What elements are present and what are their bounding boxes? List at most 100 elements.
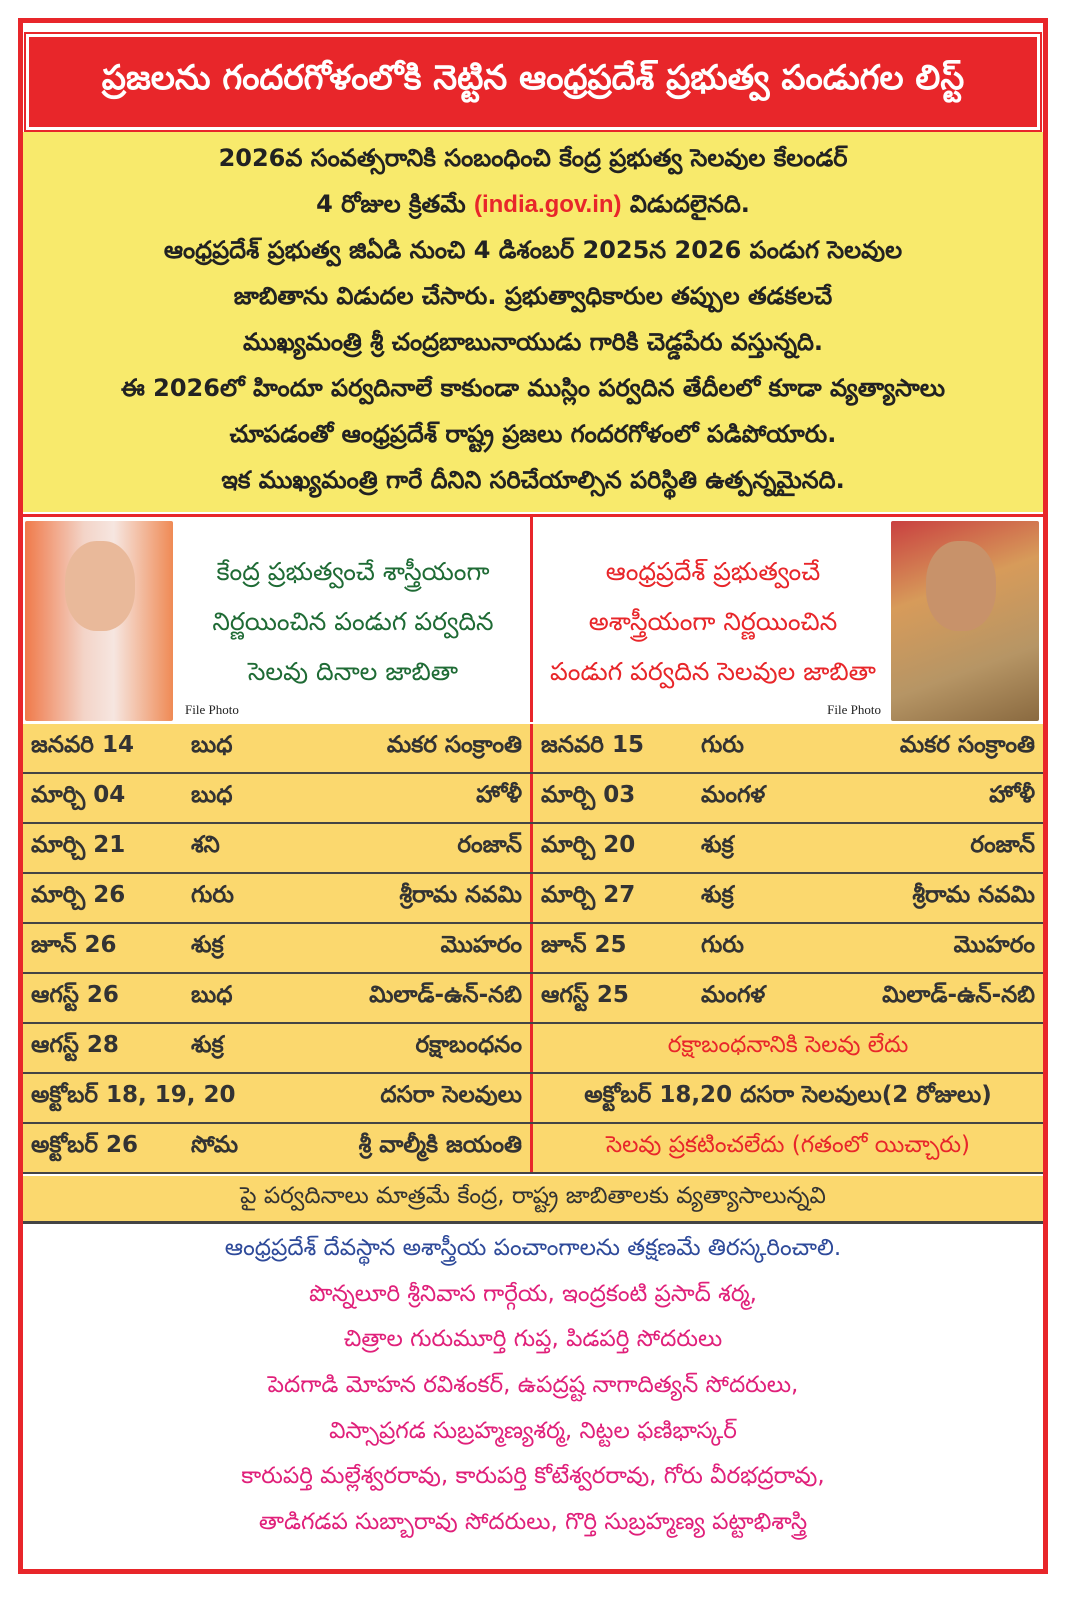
- page-title: ప్రజలను గందరగోళంలోకి నెట్టిన ఆంధ్రప్రదేశ…: [24, 32, 1042, 132]
- intro-line: ముఖ్యమంత్రి శ్రీ చంద్రబాబునాయుడు గారికి …: [242, 328, 824, 356]
- intro-line: ఇక ముఖ్యమంత్రి గారే దీనిని సరిచేయాల్సిన …: [221, 466, 845, 494]
- holiday-date: అక్టోబర్ 18, 19, 20: [31, 1082, 236, 1108]
- right-cell: ఆగస్ట్ 25 మంగళ మిలాడ్-ఉన్-నబి: [533, 974, 1043, 1022]
- holiday-day: శుక్ర: [191, 1032, 224, 1058]
- holiday-name: దసరా సెలవులు: [380, 1082, 522, 1108]
- photo-caption: File Photo: [185, 702, 239, 717]
- heading-line: సెలవు దినాల జాబితా: [247, 657, 459, 686]
- holiday-date: జనవరి 14: [31, 732, 134, 758]
- holiday-day: శని: [191, 832, 220, 858]
- heading-line: కేంద్ర ప్రభుత్వంచే శాస్త్రీయంగా: [216, 557, 490, 586]
- names-line: విస్సాప్రగడ సుబ్రహ్మణ్యశర్మ, నిట్టల ఫణిభ…: [329, 1417, 737, 1444]
- holiday-date: మార్చి 03: [541, 782, 636, 808]
- table-row: మార్చి 04 బుధ హోళీ మార్చి 03 మంగళ హోళీ: [23, 774, 1043, 824]
- holiday-day: శుక్ర: [701, 882, 734, 908]
- heading-line: నిర్ణయించిన పండుగ పర్వదిన: [212, 607, 494, 636]
- holiday-day: గురు: [701, 732, 744, 758]
- holiday-name: శ్రీరామ నవమి: [912, 882, 1035, 908]
- left-cell: జూన్ 26 శుక్ర మొహరం: [23, 924, 533, 972]
- table-row: ఆగస్ట్ 26 బుధ మిలాడ్-ఉన్-నబి ఆగస్ట్ 25 మంగళ మ…: [23, 974, 1043, 1024]
- holiday-name: రంజాన్: [970, 832, 1035, 858]
- right-cell: రక్షాబంధనానికి సెలవు లేదు: [667, 1032, 909, 1058]
- holiday-date: మార్చి 04: [31, 782, 126, 808]
- comparison-header: File Photo కేంద్ర ప్రభుత్వంచే శాస్త్రీయం…: [23, 514, 1043, 722]
- holiday-day: శుక్ర: [701, 832, 734, 858]
- holiday-name: రక్షాబంధనం: [415, 1032, 522, 1058]
- holiday-name: హోళీ: [989, 782, 1035, 808]
- holiday-name: మొహరం: [440, 932, 522, 958]
- holiday-day: బుధ: [191, 982, 233, 1008]
- left-cell: అక్టోబర్ 26 సోమ శ్రీ వాల్మీకి జయంతి: [23, 1124, 533, 1172]
- intro-line: ఈ 2026లో హిందూ పర్వదినాలే కాకుండా ముస్లి…: [120, 374, 946, 402]
- holiday-date: మార్చి 27: [541, 882, 636, 908]
- names-line: పెదగాడి మోహన రవిశంకర్, ఉపద్రష్ట నాగాదిత్…: [267, 1371, 799, 1398]
- central-leader-photo: [25, 521, 173, 721]
- holiday-name: శ్రీ వాల్మీకి జయంతి: [358, 1132, 522, 1158]
- state-panel: ఆంధ్రప్రదేశ్ ప్రభుత్వంచే అశాస్త్రీయంగా న…: [533, 517, 1043, 722]
- page-border: [18, 18, 1048, 1574]
- left-cell: మార్చి 04 బుధ హోళీ: [23, 774, 533, 822]
- photo-caption: File Photo: [827, 702, 881, 717]
- holiday-day: గురు: [191, 882, 234, 908]
- right-cell: అక్టోబర్ 18,20 దసరా సెలవులు(2 రోజులు): [584, 1082, 992, 1108]
- astrologers-section: ఆంధ్రప్రదేశ్ దేవస్థాన అశాస్త్రీయ పంచాంగా…: [23, 1228, 1043, 1548]
- holiday-name: మొహరం: [953, 932, 1035, 958]
- intro-text: విడుదలైనది.: [629, 190, 750, 218]
- intro-line: చూపడంతో ఆంధ్రప్రదేశ్ రాష్ట్ర ప్రజలు గందర…: [229, 420, 837, 448]
- intro-box: 2026వ సంవత్సరానికి సంబంధించి కేంద్ర ప్రభ…: [23, 132, 1043, 512]
- holiday-day: బుధ: [191, 782, 233, 808]
- holiday-name: మిలాడ్-ఉన్-నబి: [369, 982, 522, 1008]
- names-line: పొన్నలూరి శ్రీనివాస గార్గేయ, ఇంద్రకంటి ప…: [309, 1280, 757, 1307]
- left-cell: అక్టోబర్ 18, 19, 20 దసరా సెలవులు: [23, 1074, 533, 1122]
- holiday-date: ఆగస్ట్ 28: [31, 1032, 119, 1058]
- heading-line: ఆంధ్రప్రదేశ్ ప్రభుత్వంచే: [605, 557, 821, 586]
- holiday-day: బుధ: [191, 732, 233, 758]
- holiday-name: హోళీ: [476, 782, 522, 808]
- intro-line: 2026వ సంవత్సరానికి సంబంధించి కేంద్ర ప్రభ…: [218, 144, 848, 172]
- holiday-date: జూన్ 26: [31, 932, 117, 958]
- holiday-date: మార్చి 20: [541, 832, 636, 858]
- right-cell: మార్చి 20 శుక్ర రంజాన్: [533, 824, 1043, 872]
- holiday-name: మిలాడ్-ఉన్-నబి: [882, 982, 1035, 1008]
- holiday-name: మకర సంక్రాంతి: [386, 732, 522, 758]
- table-row: అక్టోబర్ 18, 19, 20 దసరా సెలవులు అక్టోబర్ …: [23, 1074, 1043, 1124]
- summary-row: పై పర్వదినాలు మాత్రమే కేంద్ర, రాష్ట్ర జా…: [23, 1176, 1043, 1224]
- appeal-line: ఆంధ్రప్రదేశ్ దేవస్థాన అశాస్త్రీయ పంచాంగా…: [224, 1234, 842, 1261]
- names-line: తాడిగడప సుబ్బారావు సోదరులు, గొర్తి సుబ్ర…: [258, 1509, 808, 1536]
- left-cell: ఆగస్ట్ 28 శుక్ర రక్షాబంధనం: [23, 1024, 533, 1072]
- table-row: ఆగస్ట్ 28 శుక్ర రక్షాబంధనం రక్షాబంధనానికి స…: [23, 1024, 1043, 1074]
- heading-line: పండుగ పర్వదిన సెలవుల జాబితా: [550, 657, 876, 686]
- table-row: జూన్ 26 శుక్ర మొహరం జూన్ 25 గురు మొహరం: [23, 924, 1043, 974]
- holiday-name: రంజాన్: [457, 832, 522, 858]
- india-gov-link: (india.gov.in): [473, 191, 622, 218]
- holiday-name: మకర సంక్రాంతి: [899, 732, 1035, 758]
- right-cell: జూన్ 25 గురు మొహరం: [533, 924, 1043, 972]
- intro-line: 4 రోజుల క్రితమే (india.gov.in) విడుదలైనద…: [316, 190, 750, 224]
- right-cell: మార్చి 03 మంగళ హోళీ: [533, 774, 1043, 822]
- state-leader-photo: [891, 521, 1039, 721]
- left-cell: మార్చి 26 గురు శ్రీరామ నవమి: [23, 874, 533, 922]
- holiday-date: ఆగస్ట్ 25: [541, 982, 629, 1008]
- holiday-date: మార్చి 26: [31, 882, 126, 908]
- holiday-date: ఆగస్ట్ 26: [31, 982, 119, 1008]
- holiday-date: మార్చి 21: [31, 832, 126, 858]
- table-row: మార్చి 26 గురు శ్రీరామ నవమి మార్చి 27 శుక్ర శ…: [23, 874, 1043, 924]
- intro-line: జాబితాను విడుదల చేసారు. ప్రభుత్వాధికారుల…: [233, 282, 833, 310]
- holiday-day: సోమ: [191, 1132, 239, 1158]
- table-row: అక్టోబర్ 26 సోమ శ్రీ వాల్మీకి జయంతి సెలవు ప…: [23, 1124, 1043, 1174]
- intro-text: 4 రోజుల క్రితమే: [316, 190, 466, 218]
- left-cell: జనవరి 14 బుధ మకర సంక్రాంతి: [23, 724, 533, 772]
- right-cell: మార్చి 27 శుక్ర శ్రీరామ నవమి: [533, 874, 1043, 922]
- holiday-date: అక్టోబర్ 26: [31, 1132, 139, 1158]
- table-row: మార్చి 21 శని రంజాన్ మార్చి 20 శుక్ర రంజాన్: [23, 824, 1043, 874]
- left-cell: ఆగస్ట్ 26 బుధ మిలాడ్-ఉన్-నబి: [23, 974, 533, 1022]
- holiday-date: జనవరి 15: [541, 732, 644, 758]
- holiday-date: జూన్ 25: [541, 932, 627, 958]
- intro-line: ఆంధ్రప్రదేశ్ ప్రభుత్వ జిఏడి నుంచి 4 డిశం…: [163, 236, 903, 264]
- right-cell: జనవరి 15 గురు మకర సంక్రాంతి: [533, 724, 1043, 772]
- holiday-day: గురు: [701, 932, 744, 958]
- holiday-day: మంగళ: [701, 982, 766, 1008]
- holiday-day: మంగళ: [701, 782, 766, 808]
- right-cell: సెలవు ప్రకటించలేదు (గతంలో యిచ్చారు): [605, 1132, 971, 1158]
- holiday-comparison-table: జనవరి 14 బుధ మకర సంక్రాంతి జనవరి 15 గురు మకర …: [23, 724, 1043, 1174]
